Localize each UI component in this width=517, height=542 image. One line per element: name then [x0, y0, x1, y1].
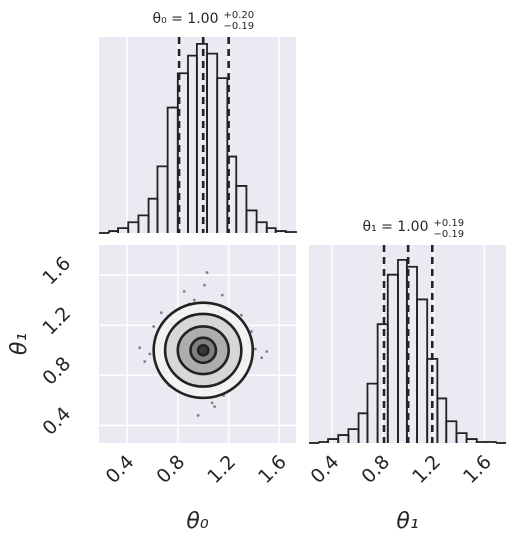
scatter-point [239, 313, 243, 317]
x-tick-label: 0.4 [102, 451, 139, 488]
x-axis-label: θ₁ [396, 509, 418, 534]
title-upper: +0.20 [224, 10, 255, 21]
scatter-point [196, 414, 200, 417]
x-tick-label: 0.8 [152, 451, 189, 488]
title-lower: −0.19 [434, 229, 465, 240]
histogram-bar [235, 185, 248, 233]
scatter-point [260, 356, 264, 360]
y-tick-label: 0.8 [38, 353, 75, 390]
histogram-bar [465, 438, 478, 443]
scatter-point [159, 311, 163, 315]
y-tick-label: 1.2 [38, 302, 75, 339]
histogram-bar [445, 420, 458, 443]
x-tick-label: 1.2 [203, 451, 240, 488]
y-tick-label: 1.6 [38, 252, 75, 289]
histogram-bar [284, 231, 297, 233]
title-upper: +0.19 [434, 218, 465, 229]
scatter-point [143, 360, 147, 363]
title-lower: −0.19 [224, 21, 255, 32]
scatter-point [182, 289, 186, 293]
histogram-bar [484, 441, 497, 443]
contour [196, 343, 210, 357]
histogram-bar [455, 432, 468, 443]
x-tick-label: 1.2 [408, 451, 445, 488]
scatter-point [220, 293, 224, 297]
scatter-point [210, 401, 214, 405]
scatter-point [192, 298, 196, 302]
x-tick-label: 1.6 [254, 451, 291, 488]
y-axis-label: θ₁ [7, 333, 32, 355]
scatter-point [265, 350, 269, 353]
histogram-bar [318, 441, 329, 443]
scatter-point [152, 325, 156, 328]
panel-title: θ₀ = 1.00 [153, 11, 219, 27]
scatter-point [250, 330, 253, 333]
scatter-point [138, 346, 142, 350]
x-tick-label: 1.6 [459, 451, 496, 488]
histogram-bar [475, 441, 487, 443]
scatter-point [148, 352, 152, 356]
x-axis-label: θ₀ [186, 509, 208, 534]
panel-title: θ₁ = 1.00 [363, 219, 429, 235]
scatter-point [203, 283, 206, 287]
y-tick-label: 0.4 [38, 403, 75, 440]
scatter-point [205, 271, 209, 274]
scatter-point [253, 347, 257, 351]
x-tick-label: 0.4 [306, 451, 343, 488]
histogram-bar [216, 77, 229, 233]
x-tick-label: 0.8 [357, 451, 394, 488]
scatter-point [213, 405, 217, 409]
